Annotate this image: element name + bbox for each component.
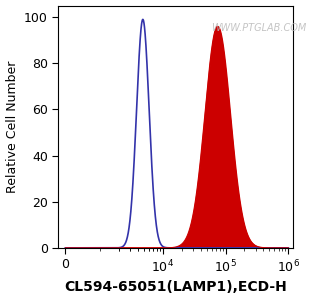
X-axis label: CL594-65051(LAMP1),ECD-H: CL594-65051(LAMP1),ECD-H xyxy=(64,280,287,294)
Y-axis label: Relative Cell Number: Relative Cell Number xyxy=(6,61,19,193)
Text: WWW.PTGLAB.COM: WWW.PTGLAB.COM xyxy=(211,22,306,32)
